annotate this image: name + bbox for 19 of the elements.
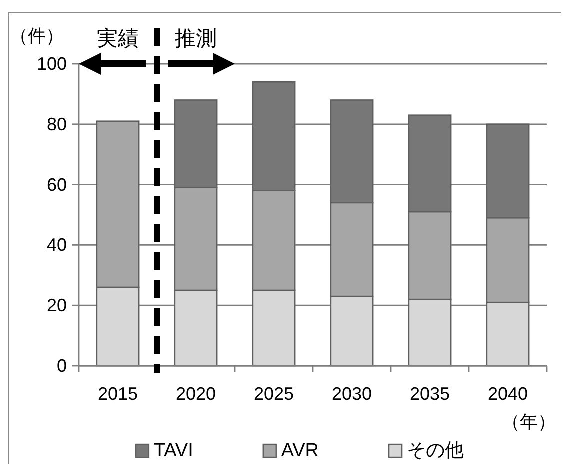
legend-label: AVR (281, 440, 320, 462)
y-axis-title: （件） (10, 26, 64, 46)
y-tick-label: 100 (36, 54, 67, 74)
y-tick-label: 40 (46, 235, 67, 256)
y-tick-label: 60 (46, 174, 67, 195)
y-tick-label: 0 (56, 356, 67, 376)
x-tick-label: 2030 (332, 384, 372, 404)
legend-label: TAVI (154, 440, 194, 462)
y-tick-label: 20 (46, 296, 67, 316)
x-tick-label: 2040 (488, 384, 528, 404)
x-tick-label: 2035 (410, 384, 450, 404)
x-tick-label: 2025 (254, 384, 294, 404)
x-tick-label: 2015 (98, 384, 138, 404)
legend-label: その他 (407, 440, 464, 462)
text: 実績 (97, 28, 139, 50)
y-tick-label: 80 (46, 114, 67, 134)
x-tick-label: 2020 (176, 384, 216, 404)
text: 推測 (175, 28, 217, 50)
x-axis-title: （年） (502, 412, 556, 432)
